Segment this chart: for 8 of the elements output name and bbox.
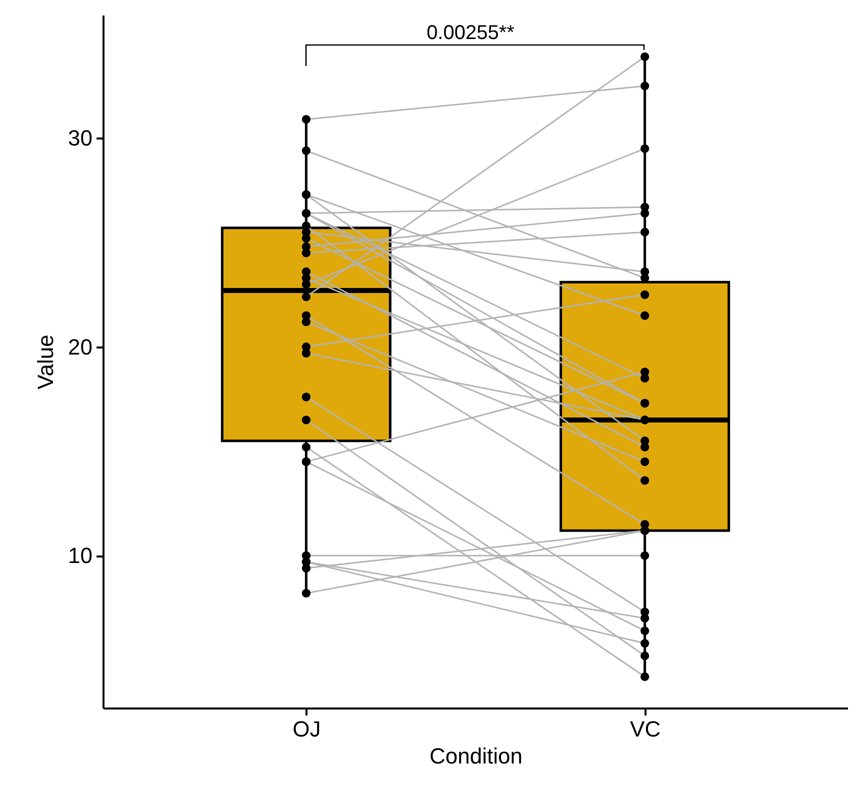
y-axis-title: Value [33, 334, 58, 390]
annotation: 0.00255** [426, 22, 515, 44]
y-tick-label: 10 [68, 543, 92, 568]
x-tick-label: VC [630, 716, 661, 742]
x-tick-label: OJ [292, 716, 321, 742]
y-tick-label: 20 [68, 334, 92, 360]
x-axis-title: Condition [430, 744, 522, 768]
y-tick-label: 30 [68, 126, 92, 151]
